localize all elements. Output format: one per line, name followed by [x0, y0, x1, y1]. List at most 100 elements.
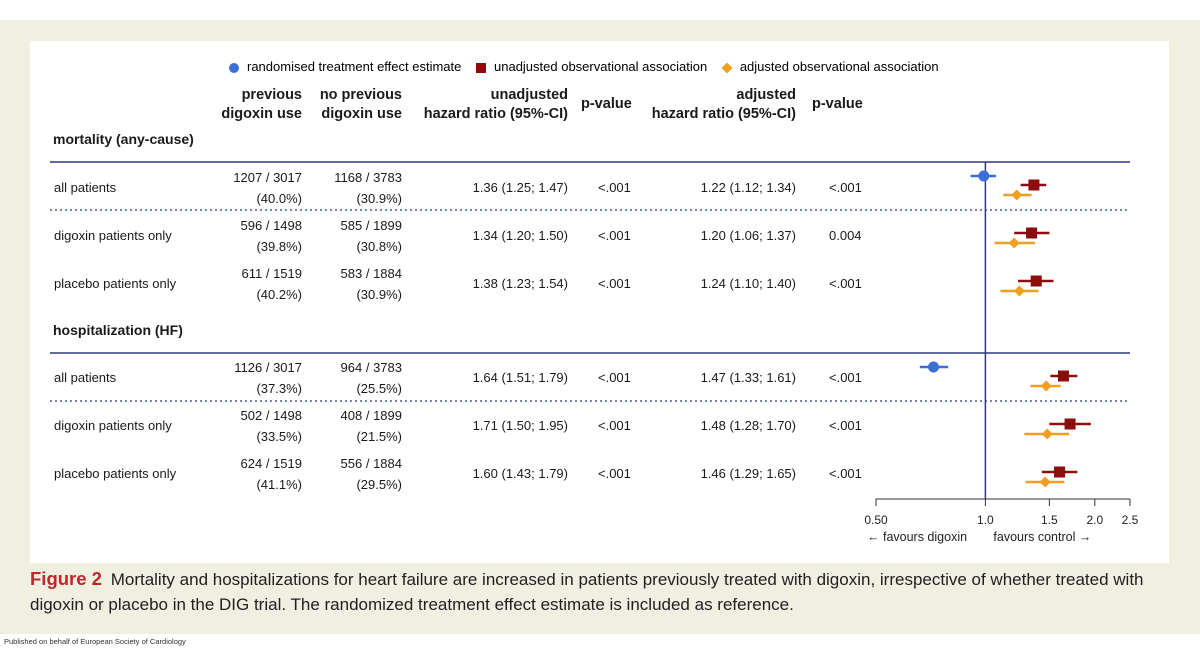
legend-label-unadjusted: unadjusted observational association	[494, 59, 708, 75]
table-cell-prev: 624 / 1519 (41.1%)	[200, 455, 302, 493]
legend-item-randomised: randomised treatment effect estimate	[228, 59, 461, 74]
header-p-value-adjusted: p-value	[812, 96, 863, 112]
figure-panel	[30, 41, 1169, 563]
x-tick-label: 2.0	[1086, 513, 1103, 527]
table-cell-noprev: 964 / 3783 (25.5%)	[296, 359, 402, 397]
cell-count: 502 / 1498	[240, 408, 302, 423]
legend: randomised treatment effect estimate una…	[228, 58, 949, 78]
section-title-hospitalization: hospitalization (HF)	[53, 322, 183, 338]
adjusted-point	[1040, 380, 1052, 392]
row-label: digoxin patients only	[54, 418, 172, 433]
cell-percent: (30.9%)	[356, 287, 402, 302]
caption-text: Mortality and hospitalizations for heart…	[30, 570, 1144, 614]
x-tick-label: 2.5	[1122, 513, 1139, 527]
table-cell-adj: 1.24 (1.10; 1.40)	[700, 276, 796, 291]
table-cell-prev: 596 / 1498 (39.8%)	[200, 217, 302, 255]
header-line: adjusted	[736, 87, 796, 103]
table-cell-adj: 1.46 (1.29; 1.65)	[700, 466, 796, 481]
cell-count: 583 / 1884	[340, 266, 402, 281]
x-tick-label: 0.50	[864, 513, 888, 527]
table-cell-p_unadj: <.001	[598, 180, 631, 195]
table-cell-unadj: 1.34 (1.20; 1.50)	[472, 228, 568, 243]
row-label: digoxin patients only	[54, 228, 172, 243]
x-label-right: favours control →	[993, 530, 1091, 544]
cell-percent: (39.8%)	[256, 239, 302, 254]
table-cell-adj: 1.47 (1.33; 1.61)	[700, 370, 796, 385]
x-tick-label: 1.0	[977, 513, 994, 527]
cell-percent: (25.5%)	[356, 381, 402, 396]
table-cell-unadj: 1.38 (1.23; 1.54)	[472, 276, 568, 291]
table-cell-p_adj: <.001	[829, 180, 862, 195]
table-cell-unadj: 1.71 (1.50; 1.95)	[472, 418, 568, 433]
unadjusted-point	[1054, 466, 1066, 478]
unadjusted-point	[1026, 227, 1038, 239]
section-title-mortality: mortality (any-cause)	[53, 131, 194, 147]
table-cell-noprev: 1168 / 3783 (30.9%)	[296, 169, 402, 207]
legend-item-adjusted: adjusted observational association	[721, 59, 939, 74]
table-cell-adj: 1.20 (1.06; 1.37)	[700, 228, 796, 243]
table-cell-p_adj: <.001	[829, 370, 862, 385]
legend-circle-icon	[229, 62, 239, 73]
row-label: placebo patients only	[54, 466, 177, 481]
publisher-footer: Published on behalf of European Society …	[4, 637, 186, 646]
table-cell-noprev: 408 / 1899 (21.5%)	[296, 407, 402, 445]
legend-label-adjusted: adjusted observational association	[739, 59, 939, 75]
header-line: digoxin use	[221, 106, 302, 122]
header-line: digoxin use	[321, 106, 402, 122]
header-line: previous	[241, 87, 302, 103]
adjusted-point	[1008, 237, 1020, 249]
unadjusted-point	[1064, 418, 1076, 430]
randomised-point	[928, 361, 940, 373]
table-cell-p_adj: 0.004	[829, 228, 862, 243]
table-cell-noprev: 585 / 1899 (30.8%)	[296, 217, 402, 255]
cell-percent: (30.8%)	[356, 239, 402, 254]
header-adjusted-hr: adjusted hazard ratio (95%-CI)	[630, 86, 796, 124]
header-no-previous-digoxin: no previous digoxin use	[296, 86, 402, 124]
table-cell-prev: 502 / 1498 (33.5%)	[200, 407, 302, 445]
header-unadjusted-hr: unadjusted hazard ratio (95%-CI)	[400, 86, 568, 124]
table-cell-p_adj: <.001	[829, 276, 862, 291]
legend-square-icon	[476, 62, 486, 73]
table-cell-p_unadj: <.001	[598, 276, 631, 291]
table-cell-unadj: 1.64 (1.51; 1.79)	[472, 370, 568, 385]
unadjusted-point	[1028, 179, 1040, 191]
table-cell-unadj: 1.36 (1.25; 1.47)	[472, 180, 568, 195]
adjusted-point	[1011, 189, 1023, 201]
table-cell-p_adj: <.001	[829, 418, 862, 433]
table-cell-prev: 611 / 1519 (40.2%)	[200, 265, 302, 303]
cell-count: 1207 / 3017	[233, 170, 302, 185]
header-line: hazard ratio (95%-CI)	[651, 106, 796, 122]
table-cell-p_unadj: <.001	[598, 370, 631, 385]
row-label: placebo patients only	[54, 276, 177, 291]
header-line: unadjusted	[490, 87, 568, 103]
adjusted-point	[1041, 428, 1053, 440]
cell-count: 556 / 1884	[340, 456, 402, 471]
cell-percent: (30.9%)	[356, 191, 402, 206]
table-cell-adj: 1.22 (1.12; 1.34)	[700, 180, 796, 195]
header-line: no previous	[319, 87, 402, 103]
cell-percent: (40.2%)	[256, 287, 302, 302]
cell-count: 964 / 3783	[340, 360, 402, 375]
header-p-value-unadjusted: p-value	[581, 96, 632, 112]
legend-label-randomised: randomised treatment effect estimate	[247, 59, 462, 75]
cell-percent: (21.5%)	[356, 429, 402, 444]
cell-percent: (29.5%)	[356, 477, 402, 492]
cell-count: 585 / 1899	[340, 218, 402, 233]
cell-count: 1126 / 3017	[234, 360, 302, 375]
adjusted-point	[1039, 476, 1051, 488]
table-cell-prev: 1126 / 3017 (37.3%)	[200, 359, 302, 397]
cell-percent: (41.1%)	[256, 477, 302, 492]
table-cell-noprev: 583 / 1884 (30.9%)	[296, 265, 402, 303]
table-cell-noprev: 556 / 1884 (29.5%)	[296, 455, 402, 493]
cell-percent: (33.5%)	[256, 429, 302, 444]
x-label-left: ← favours digoxin	[867, 530, 967, 544]
table-cell-adj: 1.48 (1.28; 1.70)	[700, 418, 796, 433]
figure-label: Figure 2	[30, 568, 102, 589]
cell-count: 1168 / 3783	[334, 170, 402, 185]
figure-caption: Figure 2 Mortality and hospitalizations …	[30, 566, 1170, 617]
legend-diamond-icon	[721, 62, 733, 74]
row-label: all patients	[54, 370, 117, 385]
randomised-point	[978, 170, 990, 182]
unadjusted-point	[1057, 370, 1069, 382]
cell-count: 408 / 1899	[340, 408, 402, 423]
